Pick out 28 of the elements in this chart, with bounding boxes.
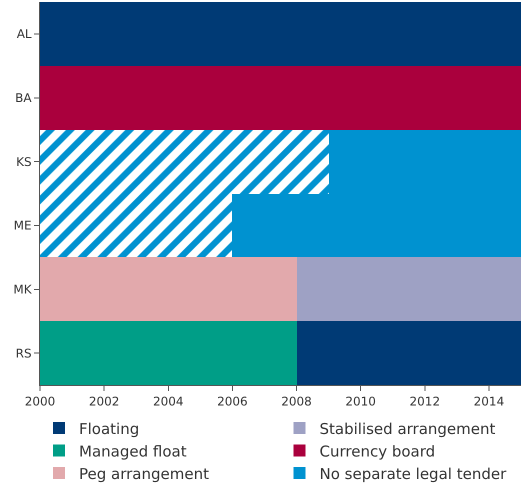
- x-tick-label: 2004: [152, 394, 184, 408]
- y-tick-label: MK: [13, 282, 33, 296]
- legend-label: Managed float: [79, 442, 187, 460]
- bar: [40, 130, 329, 194]
- y-tick-label: KS: [16, 154, 32, 169]
- bar: [297, 321, 521, 385]
- bar: [40, 257, 297, 321]
- y-tick-label: ME: [14, 218, 32, 233]
- y-tick-label: BA: [15, 90, 32, 105]
- bar: [40, 66, 521, 130]
- legend-label: Peg arrangement: [79, 464, 210, 483]
- x-tick-label: 2012: [410, 394, 440, 408]
- legend-label: Stabilised arrangement: [320, 420, 496, 438]
- x-tick-label: 2006: [217, 394, 248, 408]
- bar: [40, 321, 297, 385]
- y-tick-label: RS: [16, 346, 32, 360]
- y-tick-label: AL: [16, 27, 32, 42]
- legend-label: Floating: [79, 420, 140, 438]
- x-tick-label: 2014: [474, 394, 504, 408]
- bar: [40, 2, 521, 66]
- x-tick-label: 2002: [88, 394, 120, 408]
- x-tick-label: 2008: [281, 394, 312, 408]
- x-tick-label: 2000: [24, 394, 56, 408]
- legend-label: Currency board: [320, 442, 436, 460]
- bar: [297, 257, 521, 321]
- bar: [40, 194, 232, 257]
- x-tick-label: 2010: [345, 394, 376, 408]
- legend-label: No separate legal tender: [320, 464, 508, 483]
